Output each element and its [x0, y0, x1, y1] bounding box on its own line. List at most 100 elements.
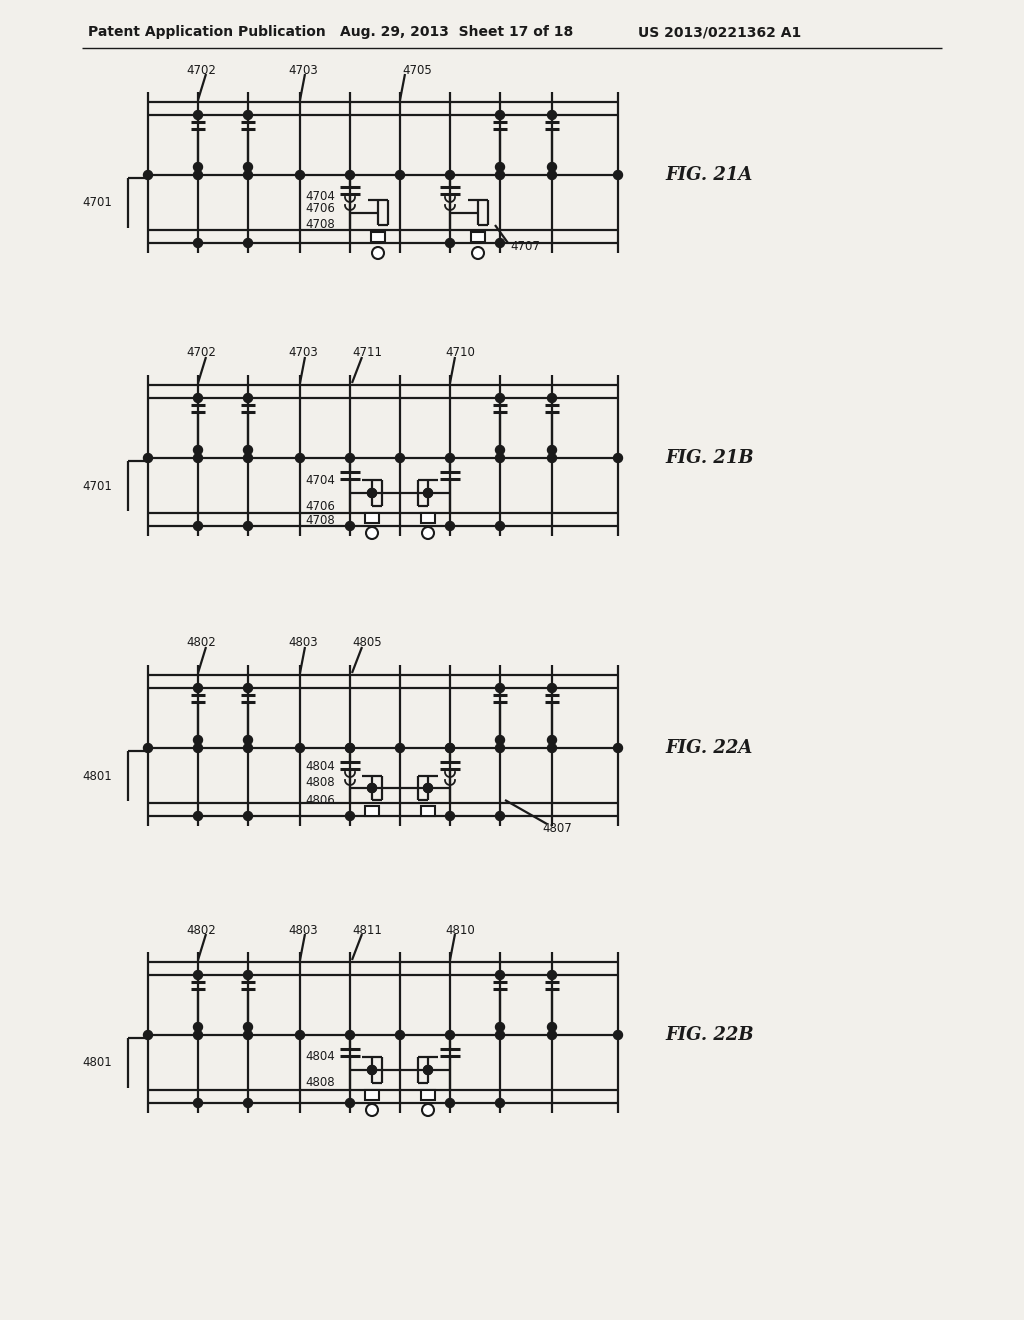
Text: 4702: 4702: [186, 346, 216, 359]
Circle shape: [395, 1031, 404, 1040]
Circle shape: [345, 743, 354, 752]
Circle shape: [372, 247, 384, 259]
Circle shape: [472, 247, 484, 259]
Circle shape: [296, 454, 304, 462]
Text: 4811: 4811: [352, 924, 382, 936]
Circle shape: [496, 170, 505, 180]
Circle shape: [548, 735, 556, 744]
Text: 4708: 4708: [305, 513, 335, 527]
Circle shape: [244, 393, 253, 403]
Circle shape: [143, 170, 153, 180]
Circle shape: [496, 1023, 505, 1031]
Circle shape: [366, 1104, 378, 1115]
Text: 4806: 4806: [305, 793, 335, 807]
Text: 4803: 4803: [288, 924, 317, 936]
Text: 4706: 4706: [305, 202, 335, 215]
Circle shape: [194, 446, 203, 454]
Text: 4803: 4803: [288, 636, 317, 649]
Text: 4808: 4808: [305, 1077, 335, 1089]
Bar: [371, 232, 385, 242]
Circle shape: [345, 812, 354, 821]
Text: Aug. 29, 2013  Sheet 17 of 18: Aug. 29, 2013 Sheet 17 of 18: [340, 25, 573, 40]
Circle shape: [194, 1098, 203, 1107]
Circle shape: [368, 488, 377, 498]
Circle shape: [194, 393, 203, 403]
Bar: [421, 807, 435, 816]
Circle shape: [345, 743, 354, 752]
Circle shape: [548, 1031, 556, 1040]
Circle shape: [496, 812, 505, 821]
Circle shape: [194, 812, 203, 821]
Circle shape: [244, 735, 253, 744]
Text: 4804: 4804: [305, 1051, 335, 1064]
Circle shape: [194, 1031, 203, 1040]
Circle shape: [244, 812, 253, 821]
Circle shape: [244, 684, 253, 693]
Circle shape: [345, 521, 354, 531]
Circle shape: [548, 970, 556, 979]
Circle shape: [424, 784, 432, 792]
Circle shape: [244, 162, 253, 172]
Circle shape: [395, 170, 404, 180]
Text: 4705: 4705: [402, 63, 432, 77]
Circle shape: [445, 812, 455, 821]
Circle shape: [424, 1065, 432, 1074]
Circle shape: [143, 454, 153, 462]
Text: 4711: 4711: [352, 346, 382, 359]
Circle shape: [424, 488, 432, 498]
Bar: [471, 232, 485, 242]
Circle shape: [296, 170, 304, 180]
Text: 4706: 4706: [305, 499, 335, 512]
Circle shape: [613, 1031, 623, 1040]
Circle shape: [345, 454, 354, 462]
Text: FIG. 21A: FIG. 21A: [665, 166, 753, 183]
Circle shape: [496, 743, 505, 752]
Bar: [421, 1090, 435, 1100]
Circle shape: [194, 970, 203, 979]
Circle shape: [496, 1031, 505, 1040]
Circle shape: [244, 446, 253, 454]
Circle shape: [548, 170, 556, 180]
Circle shape: [345, 170, 354, 180]
Circle shape: [496, 454, 505, 462]
Text: 4805: 4805: [352, 636, 382, 649]
Circle shape: [548, 743, 556, 752]
Text: 4802: 4802: [186, 924, 216, 936]
Circle shape: [194, 454, 203, 462]
Circle shape: [445, 454, 455, 462]
Circle shape: [548, 111, 556, 120]
Text: FIG. 22A: FIG. 22A: [665, 739, 753, 756]
Text: 4801: 4801: [82, 1056, 112, 1069]
Circle shape: [422, 1104, 434, 1115]
Circle shape: [244, 743, 253, 752]
Circle shape: [496, 970, 505, 979]
Circle shape: [194, 170, 203, 180]
Circle shape: [445, 1031, 455, 1040]
Bar: [421, 513, 435, 523]
Circle shape: [194, 743, 203, 752]
Text: FIG. 21B: FIG. 21B: [665, 449, 754, 467]
Text: 4704: 4704: [305, 474, 335, 487]
Circle shape: [244, 111, 253, 120]
Text: 4707: 4707: [510, 240, 540, 253]
Circle shape: [548, 393, 556, 403]
Circle shape: [496, 162, 505, 172]
Circle shape: [194, 111, 203, 120]
Circle shape: [296, 1031, 304, 1040]
Circle shape: [345, 1031, 354, 1040]
Circle shape: [424, 1065, 432, 1074]
Circle shape: [613, 170, 623, 180]
Text: FIG. 22B: FIG. 22B: [665, 1026, 754, 1044]
Circle shape: [548, 446, 556, 454]
Circle shape: [194, 162, 203, 172]
Circle shape: [445, 743, 455, 752]
Circle shape: [368, 784, 377, 792]
Circle shape: [395, 454, 404, 462]
Circle shape: [143, 1031, 153, 1040]
Circle shape: [548, 454, 556, 462]
Circle shape: [345, 1098, 354, 1107]
Circle shape: [244, 454, 253, 462]
Text: 4810: 4810: [445, 924, 475, 936]
Text: 4701: 4701: [82, 479, 112, 492]
Circle shape: [496, 735, 505, 744]
